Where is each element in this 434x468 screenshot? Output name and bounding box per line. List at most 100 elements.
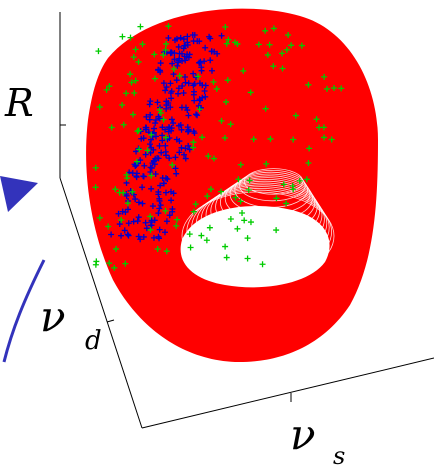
blue-marker — [152, 171, 159, 178]
green-marker — [127, 34, 134, 41]
blue-marker — [181, 42, 188, 49]
green-marker — [245, 186, 252, 193]
blue-marker — [155, 155, 162, 162]
blue-marker — [152, 117, 159, 124]
blue-marker — [148, 217, 155, 224]
green-marker — [232, 194, 239, 201]
green-marker — [255, 41, 262, 48]
blue-marker — [208, 67, 215, 74]
blue-marker — [141, 162, 148, 169]
green-marker — [147, 213, 154, 220]
blue-marker — [185, 112, 192, 119]
green-marker — [296, 177, 303, 184]
green-marker — [170, 66, 177, 73]
axis-frame — [59, 12, 434, 429]
green-marker — [129, 188, 136, 195]
blue-marker — [184, 33, 191, 40]
blue-marker — [139, 184, 146, 191]
green-marker — [244, 235, 251, 242]
blue-marker — [147, 111, 154, 118]
blue-marker — [208, 48, 215, 55]
green-marker — [162, 134, 169, 141]
green-marker — [176, 72, 183, 79]
blue-marker — [159, 137, 166, 144]
blue-marker — [119, 208, 126, 215]
blue-marker — [150, 234, 157, 241]
green-marker — [235, 176, 242, 183]
blue-marker — [135, 214, 142, 221]
green-marker — [321, 134, 328, 141]
blue-marker — [116, 221, 123, 228]
green-marker — [160, 52, 167, 59]
trajectory-contour — [186, 189, 333, 274]
green-marker — [165, 23, 172, 30]
green-marker — [203, 237, 210, 244]
blue-marker — [121, 227, 128, 234]
blue-marker — [182, 155, 189, 162]
green-marker — [264, 51, 271, 58]
green-marker — [306, 145, 313, 152]
blue-marker — [115, 210, 122, 217]
blue-marker — [130, 218, 137, 225]
green-marker — [160, 116, 167, 123]
blue-marker — [196, 80, 203, 87]
green-marker — [190, 144, 197, 151]
blue-marker — [189, 32, 196, 39]
blue-marker — [158, 149, 165, 156]
blue-marker — [156, 195, 163, 202]
green-marker — [151, 75, 158, 82]
blue-marker — [135, 145, 142, 152]
blue-marker — [160, 80, 167, 87]
green-marker — [224, 77, 231, 84]
x-axis-line — [141, 357, 434, 429]
green-marker — [173, 222, 180, 229]
blue-marker — [185, 142, 192, 149]
trajectory-contour — [220, 177, 316, 228]
green-marker — [134, 128, 141, 135]
blue-marker — [155, 67, 162, 74]
green-marker — [288, 42, 295, 49]
blue-marker — [146, 101, 153, 108]
green-marker — [246, 177, 253, 184]
green-marker — [218, 117, 225, 124]
blue-marker — [167, 188, 174, 195]
green-marker — [96, 104, 103, 111]
blue-marker — [133, 174, 140, 181]
blue-marker — [163, 98, 170, 105]
blue-marker — [182, 74, 189, 81]
blue-marker — [176, 138, 183, 145]
green-marker — [174, 216, 181, 223]
green-marker — [196, 106, 203, 113]
blue-marker — [155, 210, 162, 217]
blue-marker — [190, 88, 197, 95]
blue-marker — [207, 35, 214, 42]
blue-marker — [143, 113, 150, 120]
green-marker — [106, 83, 113, 90]
green-marker — [144, 147, 151, 154]
green-marker — [320, 124, 327, 131]
blue-marker — [197, 104, 204, 111]
blue-marker — [202, 44, 209, 51]
green-marker — [123, 90, 130, 97]
blue-marker — [172, 154, 179, 161]
green-marker — [321, 73, 328, 80]
blue-marker — [148, 165, 155, 172]
green-marker — [148, 131, 155, 138]
blue-marker — [178, 126, 185, 133]
green-marker — [133, 158, 140, 165]
blue-marker — [146, 141, 153, 148]
x-axis-label-subscript: s — [333, 442, 346, 468]
blue-marker — [160, 180, 167, 187]
green-marker — [131, 89, 138, 96]
blue-marker — [170, 71, 177, 78]
blue-marker — [182, 79, 189, 86]
blue-marker — [155, 188, 162, 195]
blue-marker — [140, 233, 147, 240]
blue-marker — [124, 206, 131, 213]
trajectory-contour — [215, 179, 318, 235]
green-marker — [267, 135, 274, 142]
green-marker — [123, 171, 130, 178]
blue-marker — [165, 34, 172, 41]
arrow-curve — [2, 259, 46, 363]
